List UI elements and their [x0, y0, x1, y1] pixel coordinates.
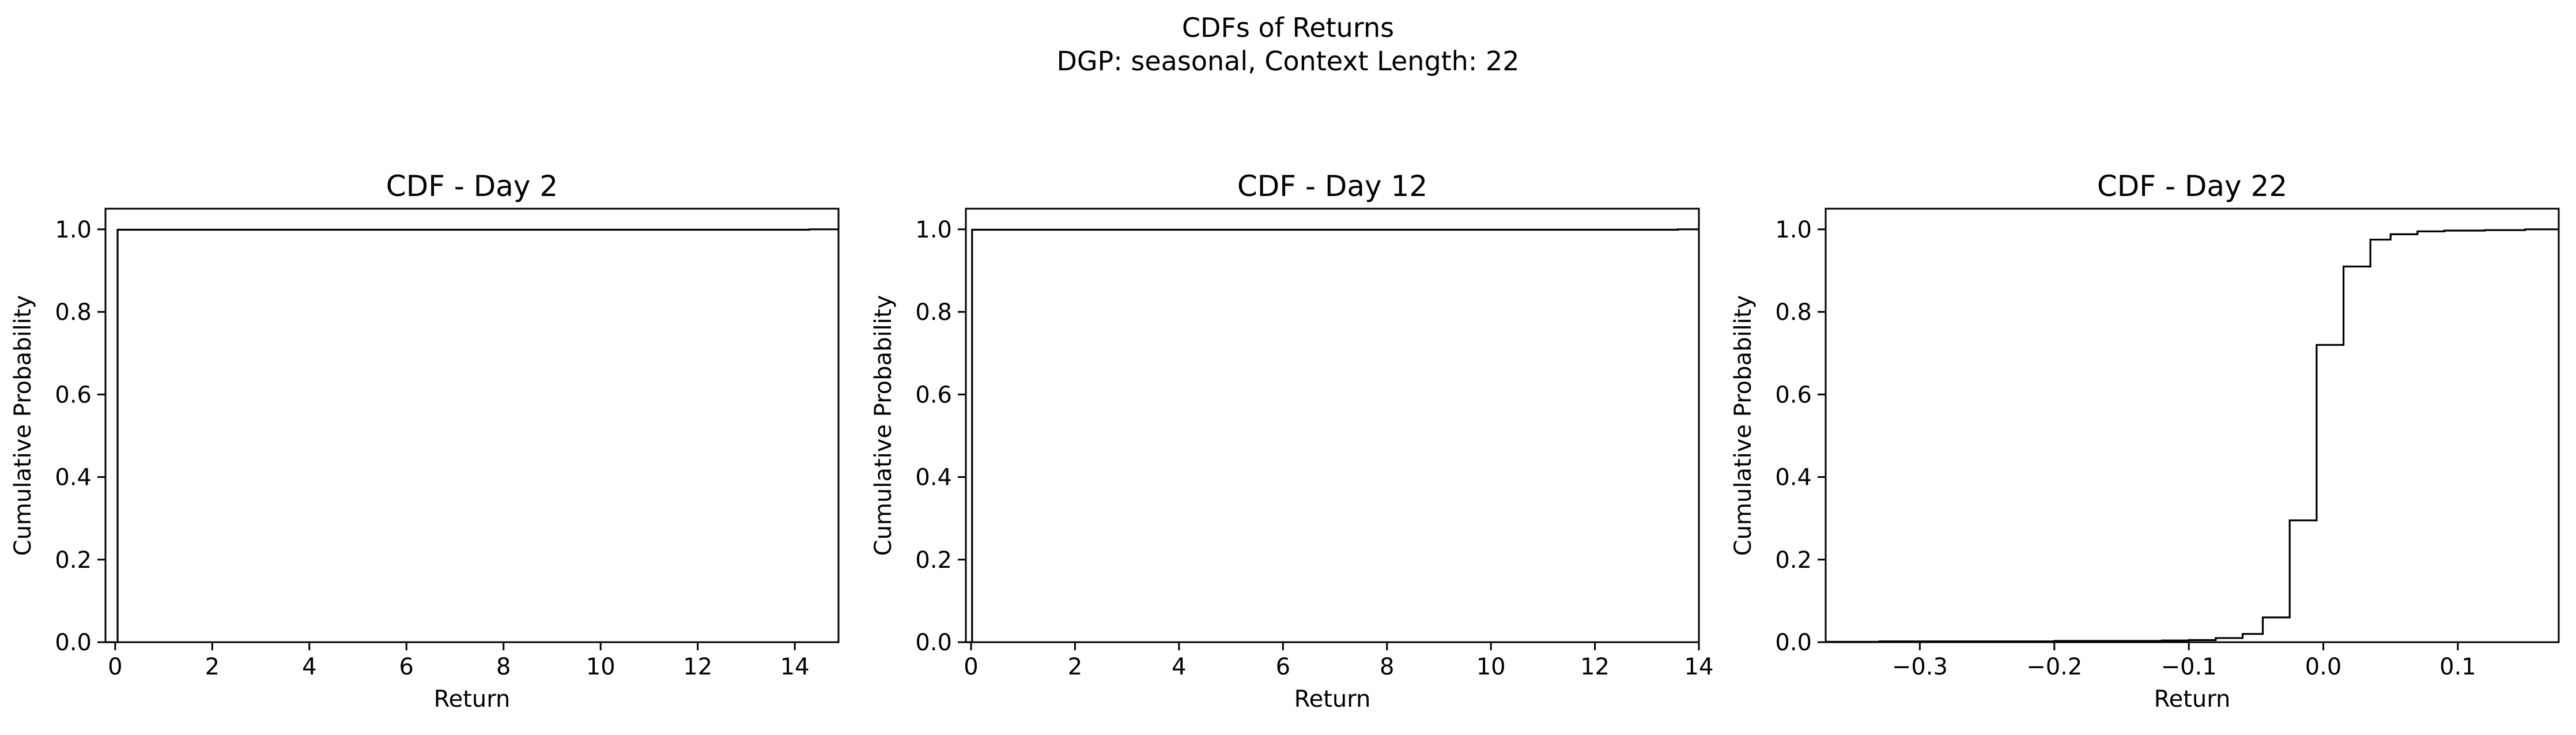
x-tick-label: 0 [964, 654, 978, 680]
y-tick-label: 0.4 [55, 465, 92, 491]
y-tick-label: 0.6 [55, 382, 92, 408]
panel-day-12: 0 2 4 6 8 10 12 14 0.0 0.2 0.4 0.6 0.8 1.0 CDF - Day 1… [870, 169, 1713, 713]
x-tick-label: 12 [1580, 654, 1610, 680]
x-tick-label: 2 [205, 654, 220, 680]
x-tick-label: 10 [586, 654, 615, 680]
x-tick-label: 4 [302, 654, 316, 680]
x-tick-label: 14 [1684, 654, 1714, 680]
y-tick-label: 0.8 [55, 299, 92, 326]
x-tick-label: −0.3 [1892, 654, 1948, 680]
x-tick-label: 14 [780, 654, 810, 680]
y-tick-label: 1.0 [55, 217, 92, 243]
y-tick-label: 0.0 [1775, 630, 1812, 656]
axes-frame [965, 208, 1700, 643]
y-tick-label: 0.2 [915, 547, 952, 574]
x-tick-label: 0.0 [2305, 654, 2342, 680]
x-tick-label: 10 [1476, 654, 1506, 680]
panel-day-22: −0.3 −0.2 −0.1 0.0 0.1 0.0 0.2 0.4 0.6 0.8 1.0 CDF … [1730, 169, 2560, 713]
axes-frame [1825, 208, 2560, 643]
x-tick-label: 12 [683, 654, 712, 680]
y-tick-label: 0.2 [1775, 547, 1812, 574]
subplot-title: CDF - Day 22 [2097, 169, 2287, 203]
x-tick-label: 4 [1172, 654, 1186, 680]
y-tick-label: 0.6 [915, 382, 952, 408]
x-tick-label: −0.1 [2161, 654, 2217, 680]
x-axis-label: Return [1294, 686, 1371, 713]
y-tick-label: 0.6 [1775, 382, 1812, 408]
y-tick-label: 0.0 [55, 630, 92, 656]
y-tick-label: 0.8 [915, 299, 952, 326]
x-tick-label: 2 [1068, 654, 1082, 680]
y-tick-label: 1.0 [915, 217, 952, 243]
y-axis-label: Cumulative Probability [10, 295, 36, 556]
figure-title-line1: CDFs of Returns [1182, 12, 1394, 43]
y-axis-label: Cumulative Probability [870, 295, 897, 556]
figure-title-line2: DGP: seasonal, Context Length: 22 [1056, 46, 1519, 77]
y-tick-label: 0.8 [1775, 299, 1812, 326]
y-tick-label: 0.0 [915, 630, 952, 656]
panel-day-2: 0 2 4 6 8 10 12 14 0.0 0.2 0.4 0.6 0.8 1.0 CDF - Day 2… [10, 169, 840, 713]
axes-frame [104, 208, 840, 643]
y-tick-label: 1.0 [1775, 217, 1812, 243]
x-tick-label: 0 [108, 654, 122, 680]
x-tick-label: 0.1 [2439, 654, 2476, 680]
x-axis-label: Return [2154, 686, 2231, 713]
cdf-step-line [1826, 228, 2559, 643]
y-tick-label: 0.4 [915, 465, 952, 491]
x-tick-label: 6 [1276, 654, 1290, 680]
y-tick-label: 0.2 [55, 547, 92, 574]
subplot-title: CDF - Day 2 [386, 169, 558, 203]
y-axis-label: Cumulative Probability [1730, 295, 1757, 556]
x-tick-label: 6 [399, 654, 414, 680]
x-tick-label: −0.2 [2026, 654, 2082, 680]
x-tick-label: 8 [496, 654, 511, 680]
subplot-title: CDF - Day 12 [1237, 169, 1427, 203]
x-tick-label: 8 [1380, 654, 1394, 680]
y-tick-label: 0.4 [1775, 465, 1812, 491]
x-axis-label: Return [434, 686, 511, 713]
